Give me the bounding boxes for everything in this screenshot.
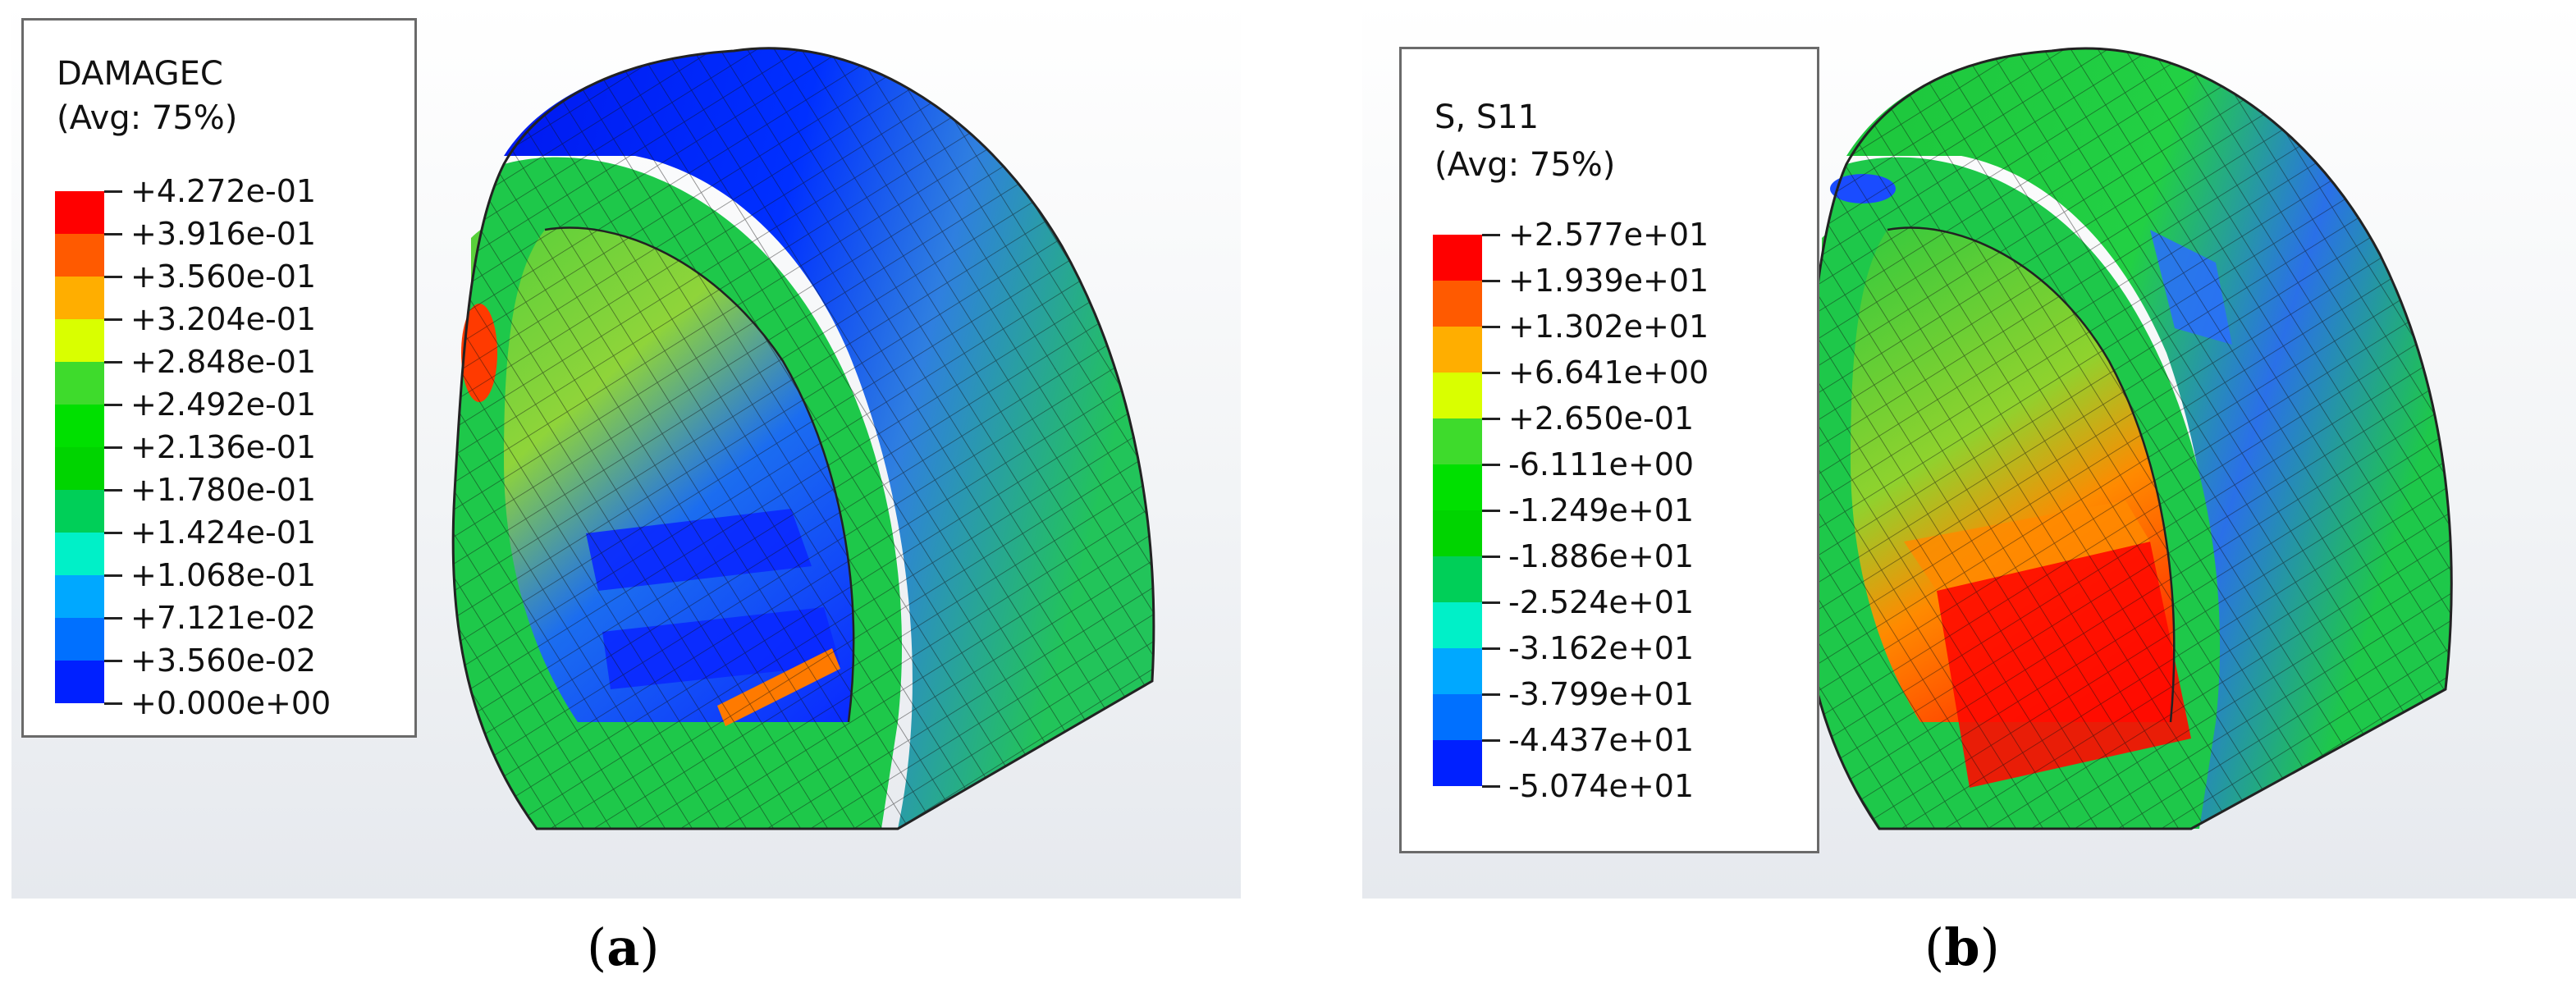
legend-tick bbox=[104, 361, 122, 364]
legend-tick bbox=[104, 702, 122, 705]
legend-swatch bbox=[1433, 556, 1482, 602]
legend-swatch bbox=[55, 362, 104, 405]
legend-level-label: +1.302e+01 bbox=[1508, 309, 1709, 345]
legend-swatch bbox=[55, 319, 104, 362]
legend-level-label: +4.272e-01 bbox=[130, 173, 317, 209]
legend-level-label: +1.068e-01 bbox=[130, 557, 317, 593]
legend-tick bbox=[1482, 556, 1500, 558]
caption-b: (b) bbox=[1924, 917, 2000, 977]
legend-variable: DAMAGEC bbox=[57, 55, 223, 93]
legend-level-label: +2.136e-01 bbox=[130, 429, 317, 465]
legend-tick bbox=[1482, 647, 1500, 650]
legend-swatch bbox=[1433, 327, 1482, 373]
legend-swatch bbox=[55, 575, 104, 618]
legend-tick bbox=[104, 318, 122, 321]
legend-level-label: -6.111e+00 bbox=[1508, 446, 1695, 482]
legend-level-label: +2.577e+01 bbox=[1508, 217, 1709, 253]
legend-swatch bbox=[1433, 281, 1482, 327]
legend-tick bbox=[104, 276, 122, 278]
legend-swatch bbox=[1433, 418, 1482, 464]
legend-level-label: -5.074e+01 bbox=[1508, 768, 1695, 804]
legend-tick bbox=[104, 660, 122, 662]
caption-a: (a) bbox=[587, 917, 660, 977]
legend-swatch bbox=[55, 191, 104, 234]
legend-tick bbox=[104, 532, 122, 534]
legend-tick bbox=[104, 404, 122, 406]
legend-level-label: +3.204e-01 bbox=[130, 301, 317, 337]
legend-tick bbox=[104, 574, 122, 577]
legend-swatch bbox=[1433, 373, 1482, 418]
legend-tick bbox=[1482, 693, 1500, 696]
legend-swatch bbox=[1433, 602, 1482, 648]
legend-swatch bbox=[55, 490, 104, 533]
legend-level-label: -1.249e+01 bbox=[1508, 492, 1695, 528]
legend-variable: S, S11 bbox=[1434, 98, 1540, 136]
tunnel-lining-model-b bbox=[1798, 47, 2453, 830]
legend-swatch bbox=[1433, 510, 1482, 556]
legend-level-label: -2.524e+01 bbox=[1508, 584, 1695, 620]
legend-swatch bbox=[1433, 740, 1482, 786]
tunnel-lining-model-a bbox=[451, 47, 1155, 830]
legend-swatch bbox=[55, 618, 104, 661]
legend-averaging: (Avg: 75%) bbox=[57, 99, 238, 137]
legend-tick bbox=[1482, 280, 1500, 282]
legend-tick bbox=[104, 190, 122, 193]
legend-level-label: +1.424e-01 bbox=[130, 514, 317, 551]
legend-level-label: +2.848e-01 bbox=[130, 344, 317, 380]
legend-tick bbox=[1482, 372, 1500, 374]
legend-b: S, S11 (Avg: 75%) +2.577e+01 +1.939e+01 +1… bbox=[1399, 47, 1819, 853]
legend-tick bbox=[1482, 739, 1500, 742]
panel-a-damage-contour: DAMAGEC (Avg: 75%) +4.272e-01 +3.916e-01 +… bbox=[11, 0, 1241, 899]
legend-level-label: +3.916e-01 bbox=[130, 216, 317, 252]
legend-swatch bbox=[55, 447, 104, 490]
legend-level-label: -1.886e+01 bbox=[1508, 538, 1695, 574]
legend-averaging: (Avg: 75%) bbox=[1434, 146, 1616, 184]
legend-tick bbox=[1482, 234, 1500, 236]
legend-swatch bbox=[1433, 464, 1482, 510]
legend-swatch bbox=[55, 277, 104, 319]
legend-swatch bbox=[55, 405, 104, 447]
legend-tick bbox=[104, 489, 122, 492]
legend-swatch bbox=[55, 533, 104, 575]
legend-level-label: -3.799e+01 bbox=[1508, 676, 1695, 712]
legend-tick bbox=[1482, 785, 1500, 788]
legend-level-label: +2.492e-01 bbox=[130, 386, 317, 423]
legend-tick bbox=[1482, 418, 1500, 420]
legend-tick bbox=[1482, 601, 1500, 604]
legend-level-label: +7.121e-02 bbox=[130, 600, 317, 636]
legend-level-label: +1.939e+01 bbox=[1508, 263, 1709, 299]
legend-tick bbox=[104, 617, 122, 620]
legend-level-label: -3.162e+01 bbox=[1508, 630, 1695, 666]
legend-tick bbox=[1482, 326, 1500, 328]
legend-swatch bbox=[1433, 235, 1482, 281]
legend-level-label: -4.437e+01 bbox=[1508, 722, 1695, 758]
legend-swatch bbox=[55, 234, 104, 277]
legend-swatch bbox=[1433, 694, 1482, 740]
panel-b-stress-contour: S, S11 (Avg: 75%) +2.577e+01 +1.939e+01 +1… bbox=[1362, 0, 2576, 899]
legend-level-label: +0.000e+00 bbox=[130, 685, 332, 721]
legend-tick bbox=[104, 233, 122, 235]
legend-swatch bbox=[1433, 648, 1482, 694]
legend-tick bbox=[104, 446, 122, 449]
legend-level-label: +6.641e+00 bbox=[1508, 354, 1709, 391]
legend-tick bbox=[1482, 510, 1500, 512]
legend-level-label: +3.560e-01 bbox=[130, 258, 317, 295]
legend-level-label: +2.650e-01 bbox=[1508, 400, 1695, 437]
legend-level-label: +3.560e-02 bbox=[130, 642, 317, 679]
legend-a: DAMAGEC (Avg: 75%) +4.272e-01 +3.916e-01 +… bbox=[21, 18, 417, 738]
legend-tick bbox=[1482, 464, 1500, 466]
legend-swatch bbox=[55, 661, 104, 703]
legend-level-label: +1.780e-01 bbox=[130, 472, 317, 508]
